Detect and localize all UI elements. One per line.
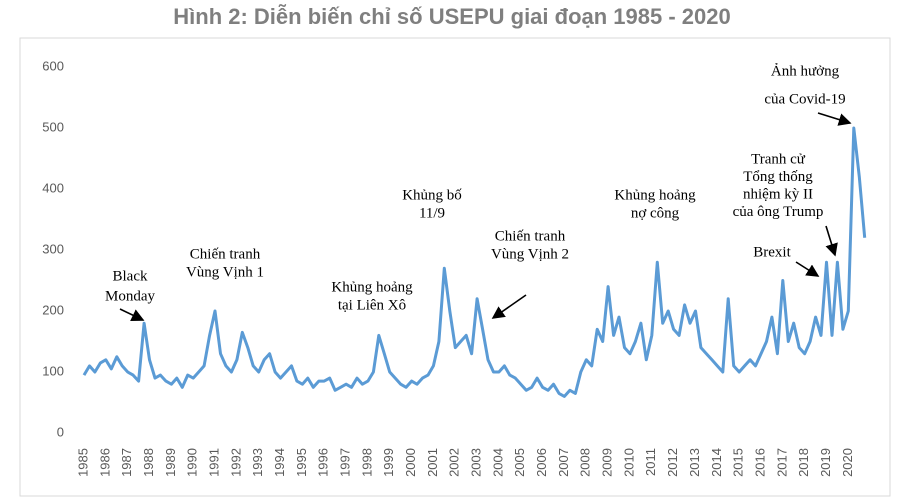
x-tick-label: 2013 (687, 448, 702, 477)
y-tick-label: 100 (42, 363, 64, 378)
y-tick-label: 400 (42, 180, 64, 195)
x-tick-label: 1988 (141, 448, 156, 477)
annotation: của ông Trump (733, 204, 824, 220)
x-tick-label: 2016 (752, 448, 767, 477)
y-tick-label: 600 (42, 58, 64, 73)
annotation: Vùng Vịnh 2 (491, 246, 569, 262)
annotation: Khủng hoảng (331, 279, 413, 295)
x-tick-label: 1999 (381, 448, 396, 477)
annotation: Monday (105, 288, 155, 304)
x-tick-label: 2000 (403, 448, 418, 477)
annotation: Khủng hoảng (614, 187, 696, 203)
annotation: của Covid-19 (764, 91, 845, 107)
x-tick-label: 1996 (316, 448, 331, 477)
x-tick-label: 2006 (534, 448, 549, 477)
x-tick-label: 1995 (294, 448, 309, 477)
x-tick-label: 1987 (119, 448, 134, 477)
x-tick-label: 2015 (731, 448, 746, 477)
annotation: nhiệm kỳ II (743, 186, 813, 202)
x-tick-label: 2014 (709, 448, 724, 477)
x-tick-label: 2001 (425, 448, 440, 477)
x-tick-label: 2010 (621, 448, 636, 477)
arrow (491, 294, 527, 319)
x-tick-label: 2017 (774, 448, 789, 477)
chart-title: Hình 2: Diễn biến chỉ số USEPU giai đoạn… (173, 4, 731, 29)
x-tick-label: 1993 (250, 448, 265, 477)
y-tick-label: 200 (42, 302, 64, 317)
x-tick-label: 2019 (818, 448, 833, 477)
x-tick-label: 2007 (556, 448, 571, 477)
annotation: Brexit (753, 244, 791, 260)
annotation: Ảnh hưởng (771, 62, 840, 79)
x-tick-label: 1994 (272, 448, 287, 477)
x-tick-label: 2004 (490, 448, 505, 477)
x-tick-label: 2003 (469, 448, 484, 477)
y-tick-label: 300 (42, 241, 64, 256)
annotation: Chiến tranh (190, 246, 261, 262)
annotation: Tổng thống (743, 169, 813, 185)
arrow (825, 225, 838, 257)
annotation: Vùng Vịnh 1 (186, 264, 264, 280)
line-series (82, 126, 867, 398)
x-tick-label: 2018 (796, 448, 811, 477)
x-tick-label: 2012 (665, 448, 680, 477)
x-tick-label: 2008 (578, 448, 593, 477)
x-tick-label: 2005 (512, 448, 527, 477)
annotation: Black (113, 268, 148, 284)
arrows (119, 112, 852, 321)
annotation: tại Liên Xô (338, 297, 406, 313)
annotation: 11/9 (419, 205, 445, 221)
arrow (795, 261, 820, 277)
chart-frame (19, 37, 891, 497)
x-tick-label: 2002 (447, 448, 462, 477)
annotation: Khủng bố (402, 187, 462, 203)
annotation: Chiến tranh (495, 228, 566, 244)
x-tick-label: 1997 (337, 448, 352, 477)
annotation: nợ công (631, 205, 680, 221)
arrow (119, 308, 145, 321)
arrow (817, 112, 852, 126)
x-tick-label: 1998 (359, 448, 374, 477)
x-tick-label: 1991 (206, 448, 221, 477)
x-tick-label: 2020 (840, 448, 855, 477)
x-tick-label: 1992 (228, 448, 243, 477)
x-tick-label: 1986 (97, 448, 112, 477)
annotation: Tranh cử (751, 151, 806, 167)
y-tick-label: 500 (42, 119, 64, 134)
y-tick-label: 0 (57, 424, 64, 439)
x-tick-label: 1990 (185, 448, 200, 477)
x-tick-label: 1989 (163, 448, 178, 477)
x-tick-label: 2011 (643, 448, 658, 476)
x-tick-label: 2009 (600, 448, 615, 477)
x-tick-label: 1985 (75, 448, 90, 477)
